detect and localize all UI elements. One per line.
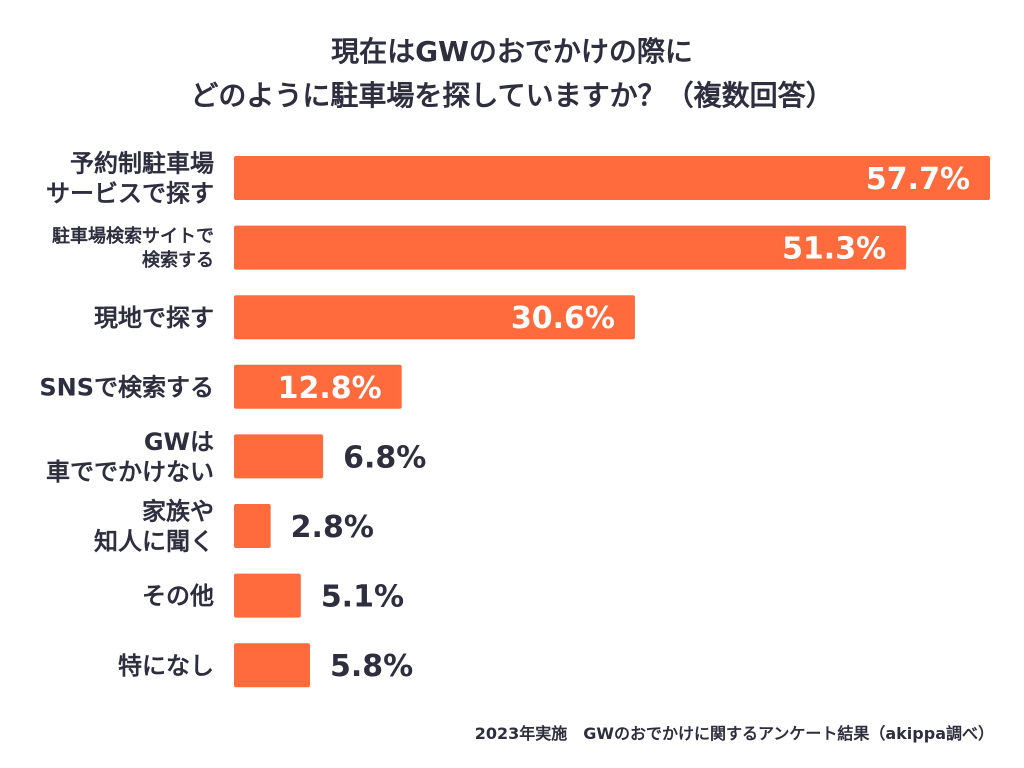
value-label-6: 5.1% xyxy=(321,580,404,615)
bar-2 xyxy=(234,295,635,340)
category-label-line: その他 xyxy=(142,582,214,610)
chart-title-line-1: 現在はGWのおでかけの際に xyxy=(331,35,693,68)
value-label-0: 57.7% xyxy=(866,162,970,197)
category-label-line: サービスで探す xyxy=(46,180,214,208)
value-label-5: 2.8% xyxy=(291,510,374,545)
bar-6 xyxy=(234,573,301,618)
bar-1 xyxy=(234,225,907,270)
category-label-line: 家族や xyxy=(142,498,214,526)
category-label-line: 車ででかけない xyxy=(46,458,214,486)
source-footnote: 2023年実施 GWのおでかけに関するアンケート結果（akippa調べ） xyxy=(474,724,994,743)
bar-4 xyxy=(234,434,324,479)
value-label-2: 30.6% xyxy=(511,301,615,336)
category-label-line: GWは xyxy=(144,428,214,456)
chart-title: 現在はGWのおでかけの際に どのように駐車場を探していますか？（複数回答） xyxy=(0,30,1024,118)
category-label-line: 現地で探す xyxy=(94,304,214,332)
category-label-5: 家族や知人に聞く xyxy=(94,498,214,556)
value-label-1: 51.3% xyxy=(782,232,886,267)
value-label-4: 6.8% xyxy=(343,440,426,475)
category-label-line: 検索する xyxy=(142,249,214,271)
category-label-6: その他 xyxy=(142,582,214,610)
category-label-4: GWは車ででかけない xyxy=(46,428,214,486)
bar-5 xyxy=(234,504,271,548)
category-label-3: SNSで検索する xyxy=(39,373,214,401)
category-label-line: 知人に聞く xyxy=(94,528,214,556)
category-label-line: SNSで検索する xyxy=(39,373,214,401)
chart-title-line-2: どのように駐車場を探していますか？（複数回答） xyxy=(190,79,834,112)
bar-7 xyxy=(234,643,310,688)
bar-0 xyxy=(234,156,990,200)
category-label-0: 予約制駐車場サービスで探す xyxy=(46,150,214,208)
category-label-7: 特になし xyxy=(118,652,214,680)
category-label-line: 特になし xyxy=(118,652,214,680)
value-label-3: 12.8% xyxy=(278,371,382,406)
category-label-line: 予約制駐車場 xyxy=(70,150,214,178)
category-label-1: 駐車場検索サイトで検索する xyxy=(52,225,214,271)
category-label-2: 現地で探す xyxy=(94,304,214,332)
value-label-7: 5.8% xyxy=(330,649,413,684)
category-label-line: 駐車場検索サイトで xyxy=(52,225,214,247)
bar-3 xyxy=(234,364,402,409)
